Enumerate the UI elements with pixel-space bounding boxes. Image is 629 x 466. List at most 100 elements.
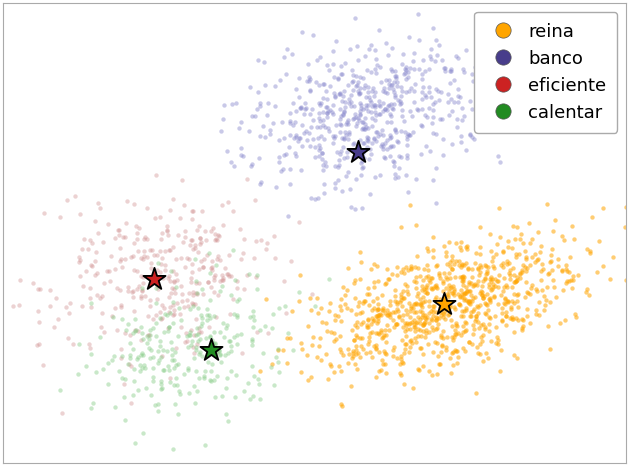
Point (365, 348, 375, 356)
Point (569, 236, 579, 243)
Point (386, 297, 396, 304)
Point (530, 250, 540, 258)
Point (373, 330, 383, 337)
Point (77, 283, 87, 290)
Point (157, 229, 167, 237)
Point (460, 290, 470, 297)
Point (172, 277, 182, 284)
Point (437, 334, 447, 341)
Point (496, 261, 506, 269)
Point (537, 286, 547, 294)
Point (325, 106, 335, 114)
Point (177, 238, 187, 245)
Point (441, 284, 451, 291)
Point (396, 92, 406, 99)
Point (469, 325, 479, 333)
Point (203, 358, 213, 366)
Point (353, 141, 363, 149)
Point (197, 352, 207, 360)
Point (85, 236, 95, 244)
Point (196, 239, 206, 246)
Point (248, 307, 258, 315)
Point (314, 142, 325, 149)
Point (508, 315, 518, 323)
Point (131, 235, 142, 243)
Point (160, 261, 170, 268)
Point (222, 322, 232, 329)
Point (45, 286, 55, 294)
Point (376, 143, 386, 150)
Point (432, 315, 442, 322)
Point (367, 87, 377, 94)
Point (357, 149, 367, 157)
Point (335, 89, 345, 96)
Point (445, 284, 455, 291)
Point (112, 327, 122, 334)
Point (155, 213, 165, 221)
Point (155, 308, 165, 315)
Point (185, 306, 195, 313)
Point (491, 323, 501, 330)
Point (126, 400, 136, 407)
Point (81, 363, 91, 370)
Point (452, 348, 462, 355)
Point (325, 82, 335, 90)
Point (109, 352, 120, 360)
Point (333, 74, 343, 82)
Point (443, 294, 453, 301)
Point (387, 270, 398, 278)
Point (146, 265, 156, 272)
Point (184, 289, 194, 297)
Point (388, 158, 398, 165)
Point (258, 122, 268, 130)
Point (562, 267, 572, 275)
Point (261, 295, 271, 302)
Point (378, 305, 388, 312)
Point (372, 305, 382, 312)
Point (167, 311, 177, 318)
Point (379, 347, 389, 355)
Point (411, 274, 421, 281)
Point (121, 326, 131, 333)
Point (204, 323, 214, 331)
Point (323, 375, 333, 383)
Point (354, 89, 364, 96)
Point (119, 394, 129, 401)
Point (384, 327, 394, 334)
Point (491, 339, 501, 346)
Point (75, 273, 86, 280)
Point (448, 285, 459, 293)
Point (338, 143, 348, 151)
Point (291, 152, 301, 159)
Point (464, 338, 474, 346)
Point (489, 93, 499, 101)
Point (130, 315, 140, 323)
Point (435, 303, 445, 311)
Point (460, 296, 470, 304)
Point (321, 103, 331, 111)
Point (430, 57, 440, 65)
Point (119, 381, 129, 388)
Point (424, 297, 434, 304)
Point (424, 302, 434, 309)
Point (467, 70, 477, 78)
Point (470, 312, 481, 319)
Point (247, 363, 257, 370)
Point (353, 302, 363, 309)
Point (123, 360, 133, 368)
Point (535, 248, 545, 256)
Point (421, 274, 431, 281)
Point (348, 352, 359, 360)
Point (568, 272, 578, 280)
Point (363, 323, 373, 330)
Point (488, 281, 498, 288)
Point (239, 285, 249, 292)
Point (489, 275, 499, 283)
Point (306, 307, 316, 314)
Point (425, 83, 435, 90)
Point (310, 302, 320, 309)
Point (424, 276, 434, 283)
Point (123, 287, 133, 295)
Point (459, 261, 469, 268)
Point (493, 300, 503, 307)
